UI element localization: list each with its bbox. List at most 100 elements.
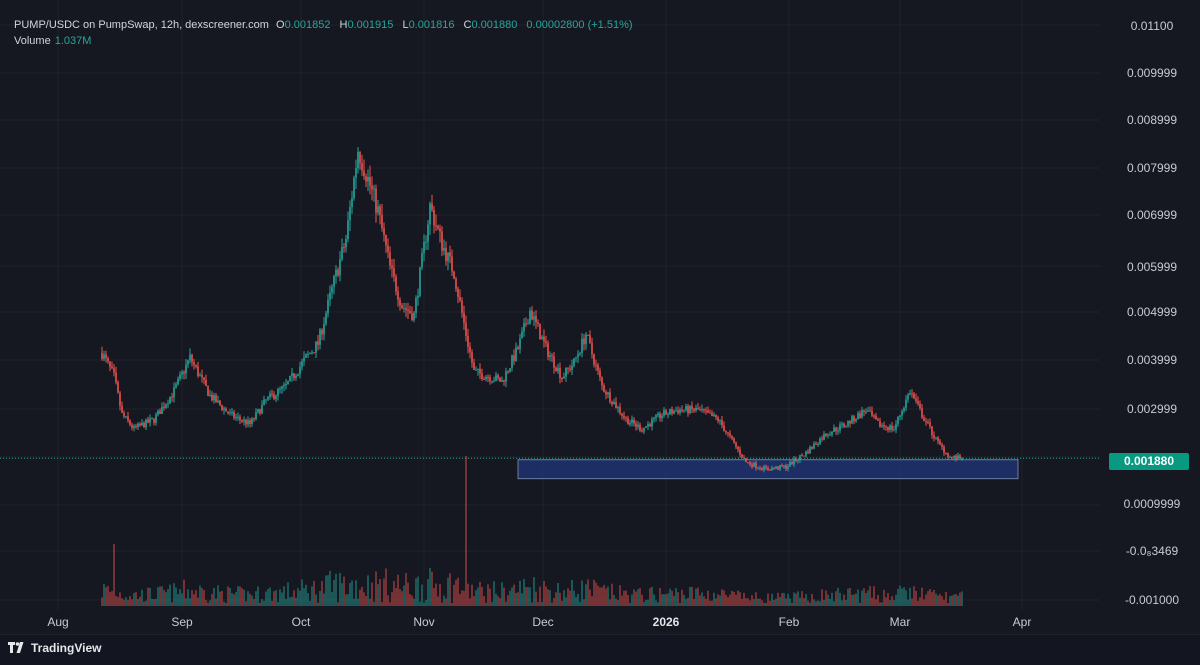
volume-bar [195, 590, 197, 606]
candle-body [847, 421, 849, 426]
symbol-title[interactable]: PUMP/USDC on PumpSwap, 12h, dexscreener.… [14, 19, 269, 31]
candle-body [275, 395, 277, 399]
candle-body [731, 435, 733, 439]
candle-body [911, 393, 913, 395]
candle-body [661, 415, 663, 419]
volume-bar [359, 589, 361, 606]
volume-bar [611, 583, 613, 606]
volume-bar [323, 593, 325, 606]
candlesticks[interactable] [101, 147, 963, 473]
candle-body [935, 437, 937, 439]
candle-body [613, 401, 615, 405]
candle-body [843, 423, 845, 427]
candle-body [231, 411, 233, 413]
volume-bar [513, 584, 515, 606]
candle-body [741, 454, 743, 458]
volume-bar [375, 571, 377, 606]
candle-body [247, 420, 249, 425]
volume-bar [533, 577, 535, 606]
volume-bar [145, 600, 147, 606]
volume-bar [157, 587, 159, 606]
volume-bar [247, 591, 249, 606]
volume-bar [859, 602, 861, 606]
volume-label[interactable]: Volume [14, 35, 51, 47]
tradingview-label: TradingView [31, 641, 102, 655]
volume-bar [505, 601, 507, 606]
volume-bar [481, 586, 483, 606]
candle-body [947, 452, 949, 458]
candle-body [673, 411, 675, 414]
volume-bar [443, 595, 445, 606]
candle-body [411, 313, 413, 321]
candle-body [355, 168, 357, 178]
volume-bar [413, 598, 415, 606]
volume-bar [381, 602, 383, 606]
price-chart[interactable]: 0.01100 0.009999 0.008999 0.007999 0.006… [0, 0, 1200, 634]
candle-body [523, 323, 525, 332]
candle-body [419, 267, 421, 296]
candle-body [361, 163, 363, 171]
candle-body [815, 443, 817, 445]
candle-body [381, 214, 383, 229]
volume-bar [465, 456, 467, 606]
volume-bar [425, 599, 427, 606]
time-axis[interactable]: Aug Sep Oct Nov Dec 2026 Feb Mar Apr [47, 615, 1031, 629]
volume-bar [745, 598, 747, 606]
volume-bar [565, 597, 567, 606]
candle-body [357, 151, 359, 169]
candle-body [725, 431, 727, 433]
candle-body [769, 469, 771, 471]
candle-body [167, 403, 169, 405]
volume-bar [511, 587, 513, 606]
candle-body [359, 151, 361, 164]
candle-body [537, 322, 539, 325]
candle-body [169, 396, 171, 404]
tradingview-logo[interactable]: TradingView [8, 641, 101, 655]
volume-bar [873, 586, 875, 606]
candle-body [651, 419, 653, 427]
candle-body [487, 376, 489, 378]
volume-bar [497, 596, 499, 606]
candle-body [791, 462, 793, 465]
candle-body [127, 416, 129, 421]
volume-bar [431, 571, 433, 606]
candle-body [439, 228, 441, 232]
candle-body [199, 375, 201, 377]
volume-bar [595, 582, 597, 606]
candle-body [101, 353, 103, 359]
candle-body [189, 354, 191, 361]
candle-body [471, 352, 473, 363]
candle-body [905, 399, 907, 408]
candle-body [809, 446, 811, 454]
volume-bar [747, 598, 749, 606]
candle-body [451, 256, 453, 272]
volume-bar [435, 583, 437, 606]
volume-bar [669, 588, 671, 606]
price-axis[interactable]: 0.01100 0.009999 0.008999 0.007999 0.006… [1124, 19, 1181, 607]
candle-body [901, 410, 903, 416]
candle-body [329, 292, 331, 300]
candle-body [473, 362, 475, 371]
candle-body [323, 323, 325, 335]
volume-bar [833, 601, 835, 606]
volume-bar [477, 587, 479, 606]
volume-bar [243, 589, 245, 606]
candle-body [897, 417, 899, 425]
candle-body [763, 466, 765, 471]
time-axis-label: Oct [292, 615, 311, 629]
candle-body [513, 355, 515, 361]
volume-bar [845, 599, 847, 606]
candle-body [553, 356, 555, 368]
high-value: 0.001915 [347, 19, 394, 31]
candle-body [225, 408, 227, 412]
candle-body [757, 467, 759, 469]
volume-bar [571, 579, 573, 606]
volume-bar [499, 598, 501, 606]
volume-bar [579, 601, 581, 606]
candle-body [707, 410, 709, 413]
volume-bar [541, 601, 543, 606]
volume-bar [219, 591, 221, 606]
candle-body [547, 343, 549, 357]
volume-bar [363, 592, 365, 606]
volume-bar [493, 581, 495, 606]
